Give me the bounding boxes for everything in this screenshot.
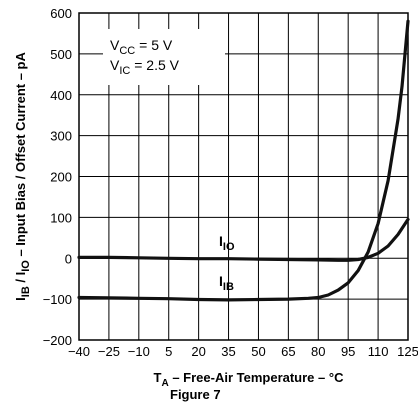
x-tick-label: 5: [165, 344, 172, 359]
y-tick-label: 0: [65, 251, 72, 266]
x-tick-label: 35: [221, 344, 235, 359]
figure-caption: Figure 7: [170, 387, 221, 402]
annotation-box: [103, 29, 225, 85]
y-tick-label: 400: [50, 88, 72, 103]
x-tick-label: 95: [341, 344, 355, 359]
series-layer: [77, 19, 410, 302]
x-tick-label: 110: [368, 344, 389, 359]
annotation-vcc: VCC = 5 V: [110, 37, 173, 57]
y-tick-label: −100: [43, 292, 72, 307]
x-tick-label: 65: [281, 344, 295, 359]
y-axis-title: IIB / IIO – Input Bias / Offset Current …: [13, 52, 32, 301]
annotation-vic: VIC = 2.5 V: [110, 57, 180, 77]
x-tick-label: 20: [191, 344, 205, 359]
series-label-iib: IIB: [219, 273, 234, 293]
series-line-iib: [77, 19, 410, 302]
x-tick-label: −25: [98, 344, 120, 359]
y-tick-label: 100: [50, 210, 72, 225]
x-axis-title: TA – Free-Air Temperature – °C: [154, 370, 345, 389]
plot-frame: [78, 12, 409, 341]
x-tick-label: −10: [128, 344, 150, 359]
x-tick-label: 50: [251, 344, 265, 359]
text-layer: −40 −25 −10 5 20 35 50 65 80 95 110 125 −200 −100 0 100…: [13, 6, 418, 389]
y-axis-title-group: IIB / IIO – Input Bias / Offset Current …: [13, 52, 32, 301]
y-tick-label: 200: [50, 170, 72, 185]
series-label-iio: IIO: [219, 233, 235, 253]
x-tick-label: 125: [397, 344, 418, 359]
y-tick-label: −200: [43, 333, 72, 348]
x-tick-label: 80: [311, 344, 325, 359]
y-tick-label: 500: [50, 47, 72, 62]
y-tick-label: 300: [50, 129, 72, 144]
x-tick-label: −40: [68, 344, 90, 359]
y-tick-label: 600: [50, 6, 72, 21]
series-line-iio: [77, 217, 410, 262]
